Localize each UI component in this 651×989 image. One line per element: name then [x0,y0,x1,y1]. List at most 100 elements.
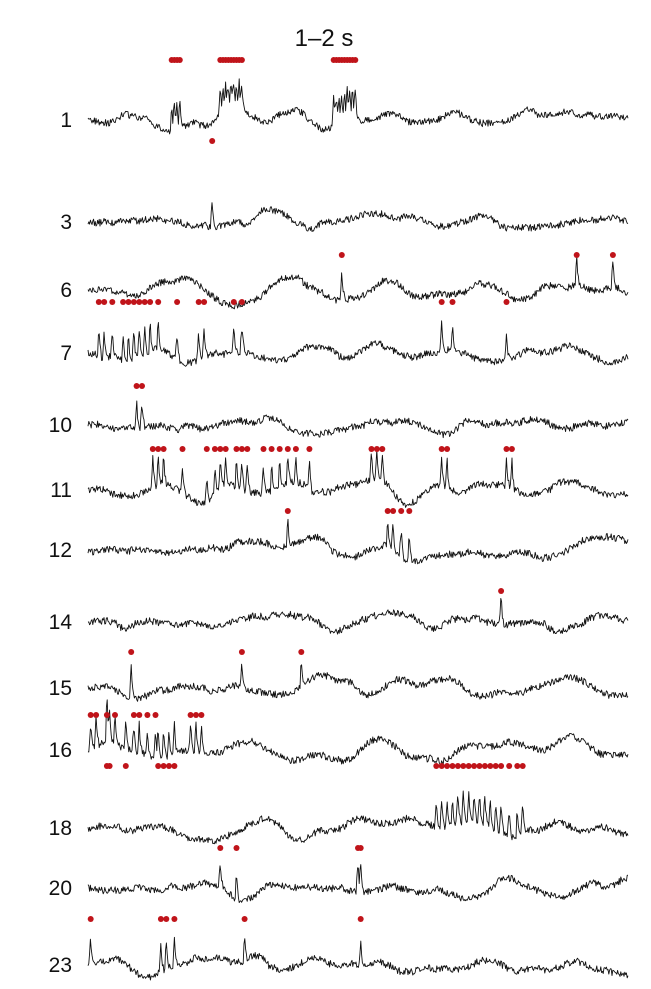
spike-marker [465,763,472,769]
spike-marker [211,446,218,452]
spike-marker [128,649,135,655]
spike-marker [449,299,456,305]
spike-marker [95,299,102,305]
spike-marker [609,252,616,258]
spike-marker [233,446,240,452]
spike-marker [238,649,245,655]
trace-label: 16 [49,739,72,762]
spike-marker [163,916,170,922]
spike-marker [487,763,494,769]
spike-marker [498,763,505,769]
spike-marker [87,916,94,922]
spike-marker [112,712,118,718]
spike-marker [503,446,510,452]
spike-marker [198,712,205,718]
spike-marker [174,299,181,305]
spike-marker [292,446,299,452]
spike-marker [238,57,245,63]
spike-marker [519,763,526,769]
spike-marker [193,712,199,718]
trace-line [87,518,629,565]
spike-marker [406,508,413,514]
spike-marker [438,299,445,305]
spike-marker [187,712,194,718]
trace-group: 1 3 6 7 10 11 12 14 15 16 18 20 23 [49,57,629,981]
spike-marker [120,299,127,305]
spike-marker [155,446,162,452]
trace-line [87,202,629,233]
spike-marker [241,916,248,922]
spike-marker [147,299,154,305]
spike-marker [444,446,451,452]
spike-marker [101,299,108,305]
spike-marker [268,446,275,452]
spike-marker [152,712,159,718]
spike-marker [506,763,513,769]
trace-label: 15 [49,677,72,700]
spike-marker [454,763,461,769]
spike-marker [222,446,229,452]
trace-label: 3 [60,211,72,234]
spike-marker [176,57,183,63]
spike-marker [438,763,445,769]
spike-marker [201,299,208,305]
spike-marker [379,446,386,452]
trace-label: 11 [50,479,72,502]
trace-label: 10 [49,414,72,437]
spike-marker [449,763,456,769]
spike-marker [144,712,151,718]
trace-line [87,864,629,904]
spike-marker [492,763,499,769]
spike-marker [503,299,510,305]
spike-marker [357,916,364,922]
spike-marker [390,508,397,514]
spike-marker [438,446,445,452]
spike-marker [171,763,178,769]
spike-marker [87,712,94,718]
spike-marker [373,446,380,452]
trace-line [87,790,629,845]
spike-marker [298,649,305,655]
spike-marker [481,763,488,769]
spike-marker [171,916,178,922]
spike-marker [433,763,440,769]
trace-label: 12 [49,539,72,562]
trace-line [87,400,629,439]
spike-marker [514,763,521,769]
spike-marker [476,763,483,769]
trace-line [87,449,629,508]
spike-marker [149,446,156,452]
spike-marker [160,446,167,452]
spike-marker [238,299,245,305]
spike-marker [166,763,172,769]
spike-marker [130,712,137,718]
spike-marker [141,299,148,305]
spike-marker [306,446,313,452]
trace-label: 7 [60,342,72,365]
trace-label: 20 [49,877,72,900]
trace-label: 14 [49,611,73,634]
spike-marker [195,299,202,305]
spike-marker [352,57,359,63]
trace-label: 23 [49,954,72,977]
spike-marker [217,446,224,452]
spike-marker [179,446,186,452]
trace-line [87,597,629,635]
spike-marker [244,446,251,452]
spike-marker [125,299,132,305]
spike-marker [444,763,451,769]
spike-marker [398,508,405,514]
spike-marker [260,446,267,452]
spike-marker [284,446,291,452]
spike-marker [93,712,100,718]
spike-marker [230,299,237,305]
spike-marker [103,712,110,718]
trace-line [87,320,629,367]
spike-marker [106,763,113,769]
trace-line [87,699,629,766]
spike-marker [133,383,140,389]
spike-marker [471,763,478,769]
chart-title: 1–2 s [295,25,354,52]
trace-label: 6 [60,279,72,302]
